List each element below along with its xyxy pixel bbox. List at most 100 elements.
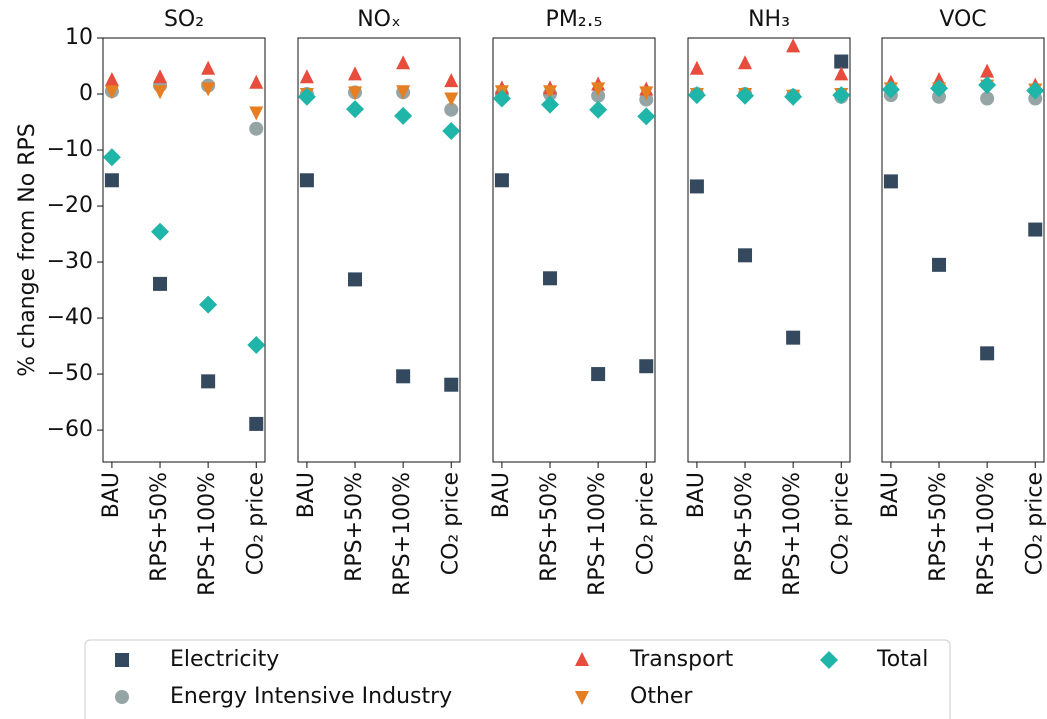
marker-triangle-down <box>153 85 168 100</box>
x-tick-label: RPS+50% <box>926 472 951 582</box>
marker-triangle-up <box>299 69 314 84</box>
x-tick-label: BAU <box>489 472 514 518</box>
marker-circle <box>980 91 995 106</box>
y-tick-label: −10 <box>47 137 93 162</box>
x-tick-label: RPS+100% <box>780 472 805 596</box>
marker-diamond <box>687 86 706 105</box>
marker-diamond <box>589 100 608 119</box>
marker-circle <box>444 102 459 117</box>
marker-square <box>591 367 606 382</box>
plot-frame <box>881 37 1045 463</box>
marker-circle <box>115 690 129 704</box>
x-tick-label: BAU <box>294 472 319 518</box>
y-tick-label: 0 <box>79 81 93 106</box>
marker-triangle-up <box>834 66 849 81</box>
marker-square <box>494 173 509 188</box>
marker-triangle-down <box>575 691 589 705</box>
marker-triangle-down <box>591 82 606 97</box>
x-tick-label: RPS+100% <box>974 472 999 596</box>
x-tick-label: CO₂ price <box>438 472 463 575</box>
marker-triangle-up <box>444 73 459 88</box>
marker-square <box>543 271 558 286</box>
marker-triangle-up <box>153 69 168 84</box>
marker-diamond <box>820 651 838 669</box>
marker-square <box>348 272 363 287</box>
x-tick-label: RPS+50% <box>147 472 172 582</box>
y-tick-label: −40 <box>47 305 93 330</box>
x-tick-label: CO₂ price <box>243 472 268 575</box>
marker-square <box>1028 222 1043 237</box>
marker-square <box>201 374 216 389</box>
marker-diamond <box>442 121 461 140</box>
marker-diamond <box>151 222 170 241</box>
panel-title: NOₓ <box>357 7 401 32</box>
marker-square <box>444 377 459 392</box>
marker-square <box>249 416 264 431</box>
marker-square <box>153 276 168 291</box>
marker-triangle-up <box>575 652 589 666</box>
marker-diamond <box>102 148 121 167</box>
marker-diamond <box>736 86 755 105</box>
marker-triangle-down <box>396 85 411 100</box>
x-tick-label: BAU <box>684 472 709 518</box>
plot-frame <box>492 37 656 463</box>
marker-triangle-up <box>249 74 264 89</box>
marker-square <box>932 257 947 272</box>
marker-triangle-down <box>543 85 558 100</box>
x-tick-label: CO₂ price <box>633 472 658 575</box>
x-tick-label: BAU <box>99 472 124 518</box>
marker-triangle-up <box>980 63 995 78</box>
y-tick-label: −20 <box>47 193 93 218</box>
panel-title: PM₂.₅ <box>546 7 603 32</box>
marker-triangle-up <box>689 60 704 75</box>
legend-label: Transport <box>629 647 734 672</box>
x-tick-label: RPS+50% <box>732 472 757 582</box>
marker-triangle-down <box>201 82 216 97</box>
y-tick-label: 10 <box>65 25 93 50</box>
legend-label: Energy Intensive Industry <box>170 684 452 709</box>
marker-square <box>299 173 314 188</box>
marker-square <box>396 369 411 384</box>
marker-square <box>104 173 119 188</box>
marker-diamond <box>247 335 266 354</box>
marker-triangle-up <box>104 72 119 87</box>
marker-diamond <box>881 80 900 99</box>
legend-label: Electricity <box>170 647 279 672</box>
marker-triangle-down <box>104 85 119 100</box>
y-tick-label: −30 <box>47 249 93 274</box>
marker-triangle-down <box>348 86 363 101</box>
y-axis-label: % change from No RPS <box>15 123 40 376</box>
marker-diamond <box>930 79 949 98</box>
marker-triangle-up <box>348 66 363 81</box>
marker-square <box>980 346 995 361</box>
marker-square <box>639 359 654 374</box>
marker-triangle-down <box>639 86 654 101</box>
marker-diamond <box>346 100 365 119</box>
marker-square <box>738 248 753 263</box>
x-tick-label: RPS+50% <box>537 472 562 582</box>
panel-title: NH₃ <box>748 7 790 32</box>
marker-triangle-up <box>738 55 753 70</box>
marker-triangle-up <box>786 38 801 53</box>
legend-box <box>84 639 951 719</box>
marker-triangle-down <box>249 106 264 121</box>
marker-diamond <box>832 86 851 105</box>
marker-square <box>786 330 801 345</box>
marker-diamond <box>297 87 316 106</box>
marker-diamond <box>1026 81 1045 100</box>
marker-diamond <box>394 106 413 125</box>
x-tick-label: RPS+50% <box>342 472 367 582</box>
marker-diamond <box>199 295 218 314</box>
marker-diamond <box>978 76 997 95</box>
panel-title: VOC <box>939 7 986 32</box>
panel-title: SO₂ <box>164 7 204 32</box>
marker-diamond <box>784 87 803 106</box>
x-tick-label: RPS+100% <box>390 472 415 596</box>
plot-frame <box>102 37 266 463</box>
marker-diamond <box>541 95 560 114</box>
x-tick-label: BAU <box>878 472 903 518</box>
x-tick-label: CO₂ price <box>1022 472 1047 575</box>
marker-triangle-up <box>396 55 411 70</box>
y-tick-label: −50 <box>47 361 93 386</box>
